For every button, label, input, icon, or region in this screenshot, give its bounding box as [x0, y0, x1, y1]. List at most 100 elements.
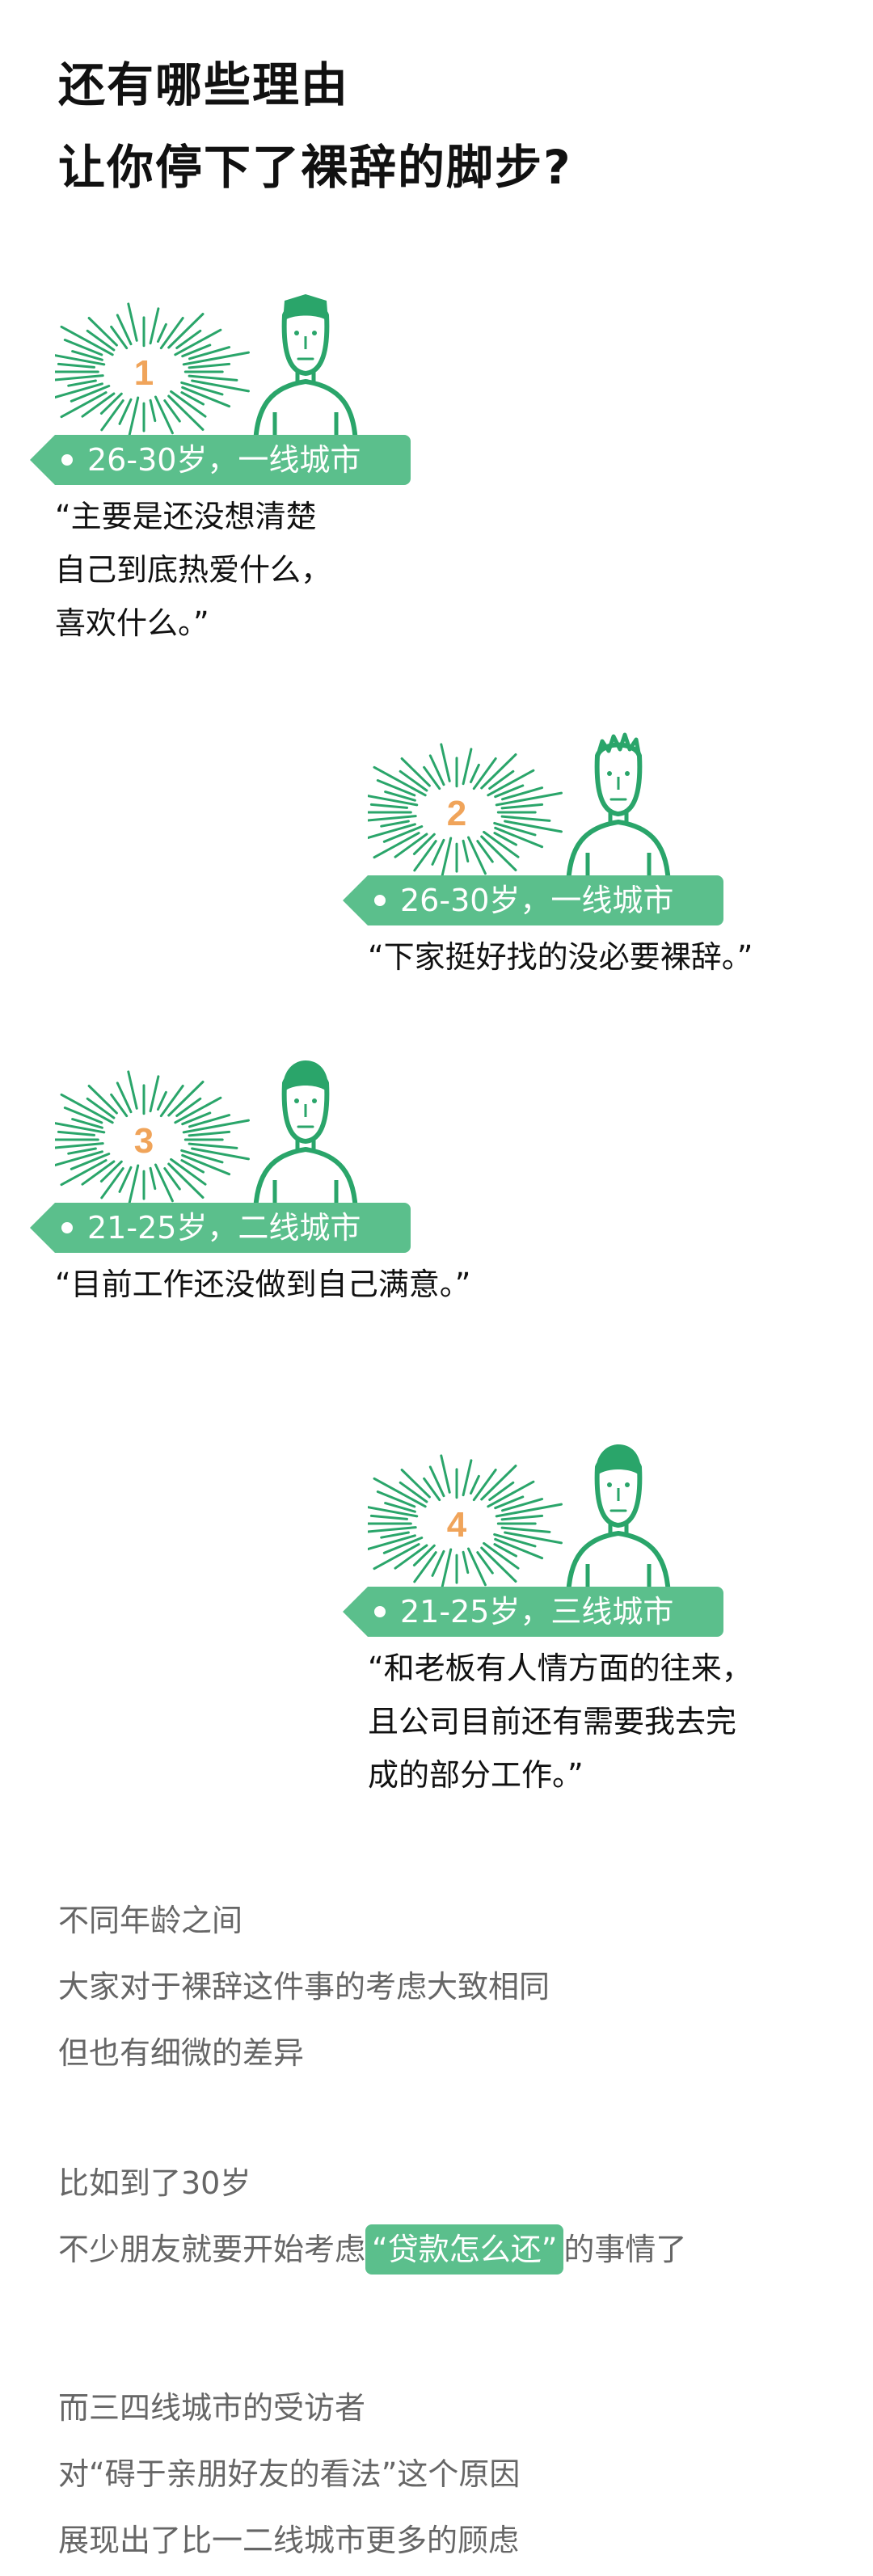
burst-ray — [493, 832, 517, 846]
burst-ray — [368, 1526, 417, 1533]
burst-ray — [180, 381, 224, 396]
burst-ray — [470, 763, 480, 783]
burst-ray — [71, 1118, 103, 1129]
burst-ray — [480, 753, 517, 790]
body-paragraph-2: 比如到了30岁 不少朋友就要开始考虑 “贷款怎么还” 的事情了 — [58, 2150, 686, 2283]
burst-ray — [60, 391, 108, 419]
respondent-quote: “目前工作还没做到自己满意。” — [55, 1258, 470, 1311]
paragraph-text: 的事情了 — [563, 2232, 687, 2267]
burst-ray — [384, 791, 416, 802]
burst-ray — [462, 1459, 473, 1497]
burst-ray — [55, 1150, 103, 1167]
burst-ray — [431, 838, 445, 866]
burst-ray — [100, 1167, 124, 1199]
burst-ray — [487, 1480, 535, 1508]
burst-ray — [487, 769, 535, 797]
burst-ray — [55, 1142, 104, 1149]
burst-ray — [167, 394, 205, 431]
person-icon — [566, 732, 671, 892]
burst-person-illustration: 2 — [368, 732, 671, 892]
burst-ray — [500, 803, 544, 810]
tag-label: 26-30岁，一线城市 — [87, 442, 361, 478]
burst-ray — [483, 1541, 520, 1570]
respondent-quote: “下家挺好找的没必要裸辞。” — [368, 930, 753, 984]
burst-ray — [380, 1531, 410, 1539]
burst-ray — [472, 1469, 497, 1502]
burst-ray — [188, 1130, 231, 1137]
burst-ray — [394, 833, 428, 858]
burst-ray — [440, 1454, 451, 1494]
burst-ray — [493, 1533, 537, 1548]
burst-ray — [182, 1119, 250, 1134]
burst-ray — [60, 325, 114, 356]
respondent-number: 3 — [134, 1121, 154, 1161]
page-title-line-1: 还有哪些理由 — [58, 57, 350, 112]
respondent-number: 2 — [447, 794, 466, 833]
burst-ray — [494, 1495, 525, 1510]
burst-ray — [380, 820, 410, 828]
burst-ray — [170, 390, 207, 418]
burst-ray — [55, 1122, 106, 1134]
burst-ray — [87, 317, 118, 347]
burst-ray — [384, 1502, 416, 1513]
burst-ray — [188, 362, 231, 369]
tag-label: 21-25岁，二线城市 — [87, 1210, 361, 1246]
burst-ray — [157, 323, 167, 343]
burst-ray — [476, 840, 494, 863]
burst-ray — [149, 1075, 160, 1113]
burst-ray — [55, 374, 104, 382]
burst-ray — [495, 1503, 563, 1518]
burst-ray — [368, 1534, 416, 1551]
burst-ray — [63, 339, 103, 356]
burst-ray — [70, 1153, 111, 1170]
respondent-tag: 26-30岁，一线城市 — [343, 875, 723, 925]
quote-line: 自己到底热爱什么， — [55, 552, 332, 588]
burst-ray — [181, 1111, 212, 1126]
burst-ray — [500, 1526, 551, 1533]
burst-ray — [500, 815, 551, 822]
burst-ray — [467, 836, 487, 875]
burst-ray — [100, 399, 124, 432]
burst-ray — [191, 379, 250, 393]
burst-ray — [494, 784, 525, 799]
paragraph-text: 不少朋友就要开始考虑 — [58, 2232, 366, 2267]
burst-ray — [86, 1097, 116, 1119]
burst-ray — [488, 1481, 515, 1501]
respondent-tag: 26-30岁，一线城市 — [30, 435, 411, 485]
burst-ray — [467, 1547, 487, 1587]
burst-ray — [400, 757, 431, 787]
burst-ray — [423, 1477, 441, 1502]
burst-ray — [86, 329, 116, 352]
burst-ray — [118, 398, 133, 425]
respondent-number: 4 — [447, 1505, 467, 1545]
burst-ray — [376, 779, 416, 797]
burst-ray — [167, 313, 205, 349]
burst-ray — [70, 385, 111, 403]
burst-ray — [191, 1147, 250, 1161]
person-icon — [253, 1060, 358, 1219]
quote-line: 且公司目前还有需要我去完 — [368, 1704, 737, 1739]
burst-ray — [413, 1551, 437, 1583]
burst-ray — [382, 825, 424, 843]
burst-ray — [71, 350, 103, 361]
burst-ray — [188, 346, 231, 360]
burst-ray — [373, 1477, 427, 1508]
burst-ray — [116, 1081, 133, 1114]
person-icon — [566, 1444, 671, 1603]
burst-ray — [376, 1490, 416, 1508]
burst-ray — [118, 1166, 133, 1193]
burst-ray — [369, 1514, 408, 1520]
burst-ray — [87, 1085, 118, 1115]
burst-ray — [373, 765, 427, 797]
burst-ray — [494, 826, 544, 849]
burst-ray — [63, 1107, 103, 1124]
burst-ray — [412, 1544, 436, 1566]
burst-person-illustration: 4 — [368, 1444, 671, 1603]
burst-ray — [488, 769, 515, 790]
burst-ray — [470, 1474, 480, 1495]
burst-ray — [57, 362, 95, 369]
burst-ray — [127, 396, 140, 441]
burst-ray — [188, 1114, 231, 1128]
burst-ray — [476, 1551, 494, 1575]
burst-ray — [369, 803, 408, 809]
